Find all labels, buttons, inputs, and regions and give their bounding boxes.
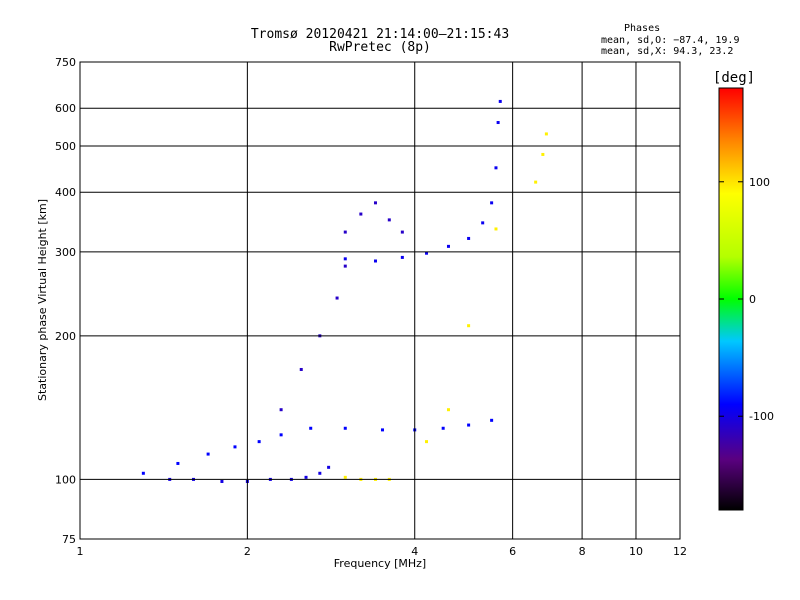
data-point — [279, 433, 283, 437]
x-tick-label: 8 — [579, 545, 586, 558]
data-point — [490, 201, 494, 205]
data-point — [343, 257, 347, 261]
y-tick-label: 300 — [55, 246, 76, 259]
data-point — [257, 440, 261, 444]
y-tick-label: 200 — [55, 330, 76, 343]
y-axis-label: Stationary phase Virtual Height [km] — [36, 199, 49, 401]
data-point — [233, 445, 237, 449]
y-tick-label: 75 — [62, 533, 76, 546]
data-point — [467, 236, 471, 240]
data-point — [496, 121, 500, 125]
data-point — [481, 221, 485, 225]
data-point — [441, 426, 445, 430]
y-tick-label: 100 — [55, 473, 76, 486]
chart-title: Tromsø 20120421 21:14:00–21:15:43 — [250, 27, 510, 42]
data-point — [318, 471, 322, 475]
chart-subtitle: RwPretec (8p) — [329, 40, 431, 55]
colorbar-ticks: 100 0 -100 — [719, 176, 774, 423]
data-point — [387, 218, 391, 222]
data-point — [373, 201, 377, 205]
y-tick-label: 400 — [55, 186, 76, 199]
data-point — [494, 166, 498, 170]
grid-lines — [80, 62, 680, 539]
phases-line-o: mean, sd,O: −87.4, 19.9 — [601, 35, 740, 46]
x-tick-label: 10 — [629, 545, 643, 558]
data-point — [373, 259, 377, 263]
data-point — [498, 99, 502, 103]
data-point — [446, 244, 450, 248]
x-axis-label: Frequency [MHz] — [334, 557, 426, 570]
data-point — [141, 471, 145, 475]
data-point — [359, 212, 363, 216]
x-tick-label: 4 — [411, 545, 418, 558]
data-point — [534, 180, 538, 184]
data-point — [176, 461, 180, 465]
data-point — [467, 423, 471, 427]
y-tick-label: 750 — [55, 56, 76, 69]
colorbar-tick-label: 0 — [749, 293, 756, 306]
data-point — [446, 408, 450, 412]
data-point — [400, 230, 404, 234]
colorbar-tick-label: -100 — [749, 410, 774, 423]
data-point — [490, 418, 494, 422]
x-axis: 1 2 4 6 8 10 12 — [77, 545, 688, 558]
data-point — [541, 152, 545, 156]
data-point — [380, 428, 384, 432]
data-points — [141, 99, 548, 483]
data-point — [206, 452, 210, 456]
data-point — [544, 132, 548, 136]
data-point — [343, 264, 347, 268]
data-point — [343, 475, 347, 479]
x-tick-label: 6 — [509, 545, 516, 558]
data-point — [494, 227, 498, 231]
data-point — [279, 408, 283, 412]
data-point — [220, 479, 224, 483]
y-tick-label: 500 — [55, 140, 76, 153]
colorbar-tick-label: 100 — [749, 176, 770, 189]
x-tick-label: 12 — [673, 545, 687, 558]
data-point — [309, 426, 313, 430]
data-point — [335, 296, 339, 300]
data-point — [343, 426, 347, 430]
x-tick-label: 2 — [244, 545, 251, 558]
data-point — [304, 475, 308, 479]
data-point — [425, 440, 429, 444]
plot-frame — [79, 61, 681, 540]
data-point — [299, 367, 303, 371]
y-tick-label: 600 — [55, 102, 76, 115]
data-point — [425, 251, 429, 255]
data-point — [400, 255, 404, 259]
data-point — [343, 230, 347, 234]
y-axis: 75 100 200 300 400 500 600 750 — [55, 56, 76, 546]
colorbar-label: [deg] — [713, 70, 755, 86]
data-point — [327, 465, 331, 469]
phases-line-x: mean, sd,X: 94.3, 23.2 — [601, 46, 734, 57]
phases-heading: Phases — [624, 23, 661, 34]
x-tick-label: 1 — [77, 545, 84, 558]
data-point — [467, 324, 471, 328]
